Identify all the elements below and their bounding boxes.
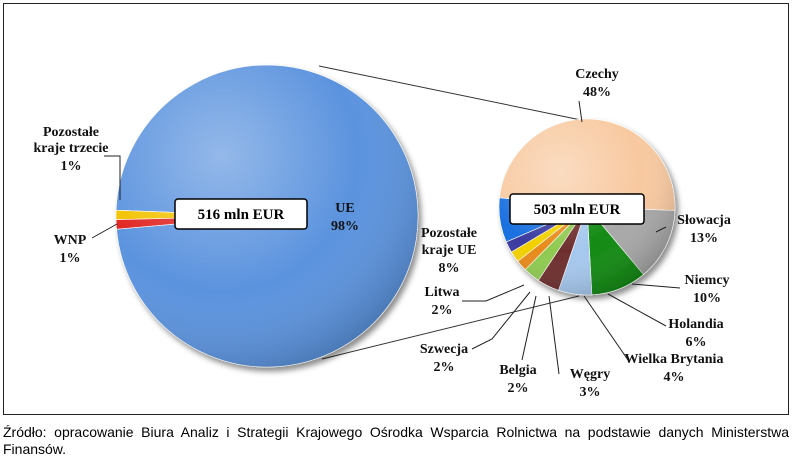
leader-wegry	[548, 295, 560, 375]
leader-niemcy	[631, 283, 681, 289]
pie1-label-pozostale-kraje-trzecie-line2: kraje trzecie	[34, 141, 109, 156]
pie2-label-wielka-brytania: Wielka Brytania	[625, 352, 724, 367]
leader-pozostale-kraje-trzecie	[104, 155, 121, 200]
pie1-total-label: 516 mln EUR	[198, 207, 285, 223]
pie1-value-ue: 98%	[331, 219, 359, 234]
pie2-label-czechy: Czechy	[575, 67, 619, 82]
pie2-label-slowacja: Słowacja	[677, 213, 731, 228]
pie2-label-szwecja: Szwecja	[420, 342, 468, 357]
pie2-label-wegry: Węgry	[570, 367, 610, 382]
pie2-label-pozostale-kraje-ue-line1: Pozostałe	[421, 226, 477, 241]
pie2-value-litwa: 2%	[432, 303, 453, 318]
pie2-total-box	[509, 193, 645, 225]
pie2-value-czechy: 48%	[583, 85, 611, 100]
source-note: Źródło: opracowanie Biura Analiz i Strat…	[3, 424, 789, 457]
leader-wnp	[91, 223, 118, 239]
connector-line-top	[318, 65, 582, 121]
pie2-label-pozostale-kraje-ue-line2: kraje UE	[422, 243, 477, 258]
pie2-label-niemcy: Niemcy	[684, 273, 729, 288]
pie1-value-wnp: 1%	[60, 251, 81, 266]
pie2-value-pozostale-kraje-ue: 8%	[439, 261, 460, 276]
connector-line-bottom	[321, 295, 580, 360]
leader-holandia	[607, 293, 667, 327]
pie2-value-szwecja: 2%	[434, 360, 455, 375]
pie2-value-slowacja: 13%	[690, 231, 718, 246]
pie2-total-label: 503 mln EUR	[534, 202, 621, 218]
pie2-label-litwa: Litwa	[425, 285, 460, 300]
leader-lines	[91, 100, 681, 375]
pie2-label-holandia: Holandia	[668, 317, 723, 332]
leader-slowacja	[655, 226, 667, 233]
pie2-value-belgia: 2%	[508, 381, 529, 396]
pie2-value-holandia: 6%	[686, 335, 707, 350]
leader-wielka-brytania	[583, 295, 629, 361]
chart-frame: 516 mln EUR 503 mln EUR UE 98% Pozostałe kraj…	[3, 3, 789, 415]
pie2-value-wielka-brytania: 4%	[664, 370, 685, 385]
leader-czechy	[578, 100, 583, 123]
pie1-label-pozostale-kraje-trzecie-line1: Pozostałe	[43, 125, 99, 140]
pie1-value-pozostale-kraje-trzecie: 1%	[61, 159, 82, 174]
leader-belgia	[521, 295, 537, 361]
leader-litwa	[462, 284, 525, 302]
pie2-label-belgia: Belgia	[499, 363, 536, 378]
slice-labels: 516 mln EUR 503 mln EURUE98%Pozostałekraj…	[34, 67, 731, 400]
pie1-label-ue: UE	[335, 201, 354, 216]
pie2-value-niemcy: 10%	[693, 291, 721, 306]
connector-lines	[318, 65, 582, 360]
pie-charts: 516 mln EUR 503 mln EURUE98%Pozostałekraj…	[34, 64, 731, 400]
pie1-label-wnp: WNP	[54, 233, 87, 248]
pie2-value-wegry: 3%	[580, 385, 601, 400]
leader-szwecja	[471, 291, 531, 350]
pie1-total-box	[174, 198, 308, 230]
